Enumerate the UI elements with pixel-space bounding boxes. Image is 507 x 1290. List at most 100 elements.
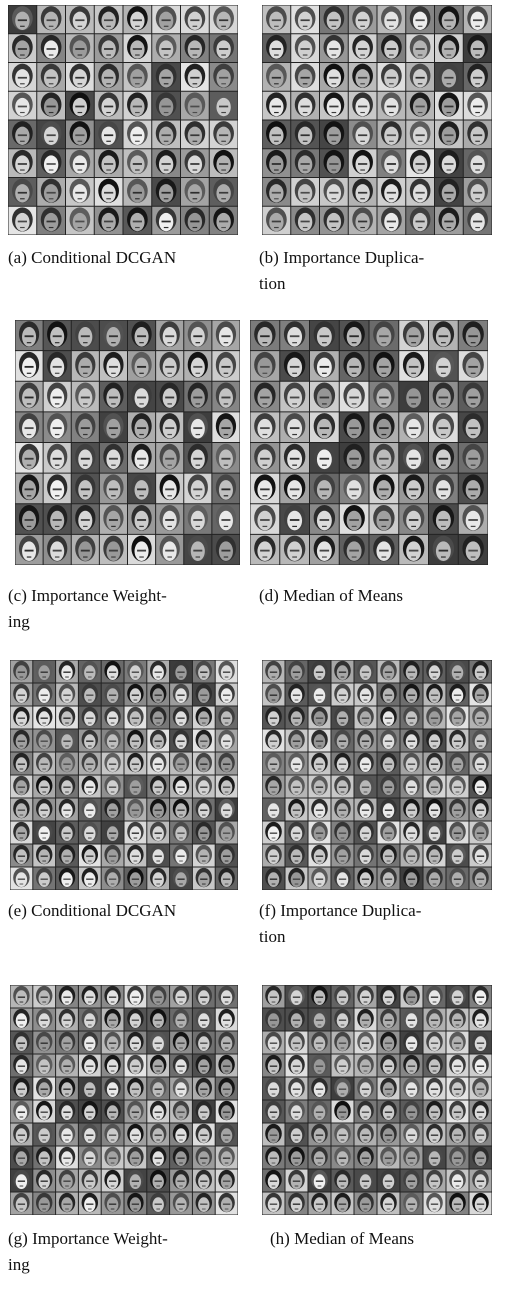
mouth	[42, 1116, 47, 1118]
face-thumbnail	[15, 473, 43, 504]
face-thumbnail	[43, 351, 71, 381]
eyes	[200, 1042, 208, 1044]
mouth	[77, 169, 83, 171]
face-thumbnail	[348, 63, 377, 91]
face-thumbnail	[215, 706, 238, 729]
mouth	[156, 722, 161, 724]
image-grid	[250, 320, 488, 565]
face-thumbnail	[354, 1123, 377, 1146]
caption: (c) Importance Weight-	[8, 586, 167, 605]
eyes	[271, 105, 281, 108]
eyes	[408, 396, 419, 399]
mouth	[440, 372, 446, 374]
face-thumbnail	[446, 867, 469, 890]
face-thumbnail	[446, 844, 469, 867]
mouth	[110, 1093, 115, 1095]
face-thumbnail	[262, 1192, 285, 1215]
eyes	[408, 549, 419, 552]
eyes	[384, 740, 393, 742]
face-thumbnail	[170, 683, 192, 706]
face-thumbnail	[215, 752, 238, 775]
mouth	[389, 198, 394, 200]
eyes	[315, 832, 324, 834]
mouth	[432, 814, 437, 816]
mouth	[417, 111, 423, 114]
mouth	[417, 140, 423, 142]
face-thumbnail	[147, 752, 170, 775]
face-thumbnail	[377, 1123, 400, 1146]
eyes	[221, 488, 231, 491]
mouth	[223, 342, 229, 344]
mouth	[360, 198, 365, 200]
mouth	[363, 1047, 368, 1049]
eyes	[193, 457, 203, 460]
face-thumbnail	[124, 867, 147, 890]
face-thumbnail	[170, 752, 192, 775]
face-thumbnail	[331, 1054, 354, 1077]
face-thumbnail	[123, 5, 152, 34]
mouth	[110, 837, 115, 839]
face-thumbnail	[124, 985, 147, 1008]
mouth	[192, 169, 198, 171]
face-thumbnail	[170, 1100, 192, 1123]
mouth	[224, 791, 229, 793]
face-thumbnail	[99, 351, 127, 381]
eyes	[80, 427, 90, 430]
image-grid	[15, 320, 240, 565]
eyes	[444, 191, 454, 194]
face-thumbnail	[10, 775, 33, 798]
face-thumbnail	[423, 1123, 446, 1146]
mouth	[478, 722, 483, 724]
face-thumbnail	[250, 443, 280, 473]
face-thumbnail	[147, 1169, 170, 1192]
face-thumbnail	[469, 1008, 492, 1031]
face-thumbnail	[124, 706, 147, 729]
mouth	[440, 464, 446, 466]
face-thumbnail	[308, 660, 331, 683]
face-thumbnail	[192, 985, 215, 1008]
eyes	[430, 671, 439, 673]
mouth	[163, 169, 169, 171]
face-thumbnail	[33, 1123, 56, 1146]
eyes	[108, 996, 117, 998]
face-thumbnail	[400, 985, 423, 1008]
mouth	[294, 1070, 299, 1072]
face-thumbnail	[458, 443, 488, 473]
face-thumbnail	[37, 120, 65, 149]
face-thumbnail	[423, 706, 446, 729]
mouth	[42, 791, 47, 793]
eyes	[46, 19, 56, 22]
mouth	[42, 860, 47, 862]
eyes	[473, 191, 483, 194]
face-thumbnail	[423, 1100, 446, 1123]
face-thumbnail	[212, 412, 240, 442]
face-thumbnail	[354, 683, 377, 706]
eyes	[292, 996, 301, 998]
mouth	[432, 1070, 437, 1072]
mouth	[133, 1116, 138, 1118]
mouth	[340, 883, 345, 885]
mouth	[195, 342, 201, 344]
eyes	[219, 76, 229, 79]
face-thumbnail	[212, 351, 240, 381]
eyes	[190, 76, 200, 79]
face-thumbnail	[331, 1192, 354, 1215]
eyes	[358, 105, 368, 108]
face-thumbnail	[56, 985, 78, 1008]
mouth	[478, 1208, 483, 1210]
eyes	[190, 48, 200, 50]
mouth	[167, 372, 172, 374]
mouth	[42, 745, 47, 747]
face-thumbnail	[124, 729, 147, 752]
face-thumbnail	[147, 1146, 170, 1169]
mouth	[340, 768, 345, 770]
mouth	[340, 1139, 345, 1141]
mouth	[386, 722, 391, 724]
mouth	[432, 860, 437, 862]
face-thumbnail	[184, 504, 212, 534]
eyes	[260, 457, 270, 460]
mouth	[455, 1024, 460, 1026]
face-thumbnail	[446, 985, 469, 1008]
eyes	[269, 1134, 278, 1136]
eyes	[444, 48, 454, 50]
